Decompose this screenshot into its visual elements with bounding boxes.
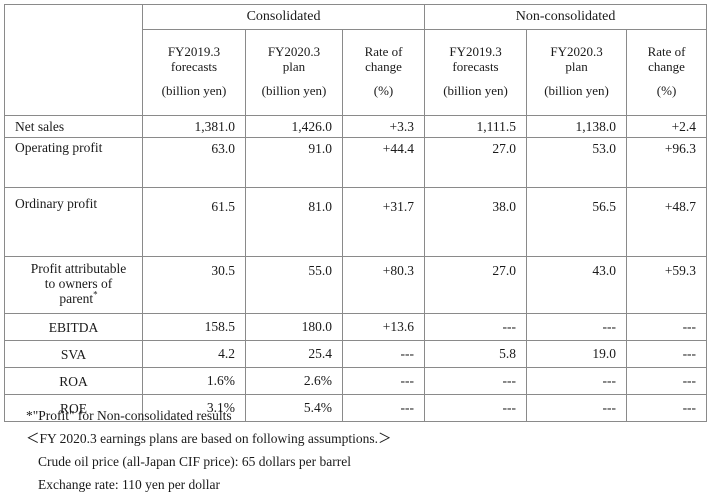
col-header-noncons-rate-of-change: Rate of change (%) (626, 29, 708, 116)
table-cell: +44.4 (341, 137, 426, 188)
table-row-ebitda: EBITDA 158.5 180.0 +13.6 --- --- --- (4, 313, 708, 341)
table-row-ordinary-profit: Ordinary profit 61.5 81.0 +31.7 38.0 56.… (4, 187, 708, 257)
table-cell: --- (424, 367, 528, 395)
row-label-ebitda: EBITDA (4, 313, 143, 341)
col-header-cons-rate-of-change: Rate of change (%) (341, 29, 426, 116)
table-cell: 1,381.0 (142, 115, 246, 138)
table-row-profit-attributable: Profit attributable to owners of parent* 3… (4, 256, 708, 314)
row-label-roe: ROE (4, 394, 143, 422)
table-cell: 38.0 (424, 187, 528, 257)
col-header-noncons-fy2020-plan: FY2020.3 plan (billion yen) (526, 29, 628, 116)
table-cell: --- (341, 394, 426, 422)
table-cell: 53.0 (526, 137, 628, 188)
corner-cell (4, 4, 143, 116)
col-header-cons-fy2020-plan: FY2020.3 plan (billion yen) (245, 29, 343, 116)
table-cell: 4.2 (142, 340, 246, 368)
table-cell: 27.0 (424, 137, 528, 188)
table-cell: 25.4 (245, 340, 343, 368)
table-cell: +2.4 (626, 115, 708, 138)
table-cell: 30.5 (142, 256, 246, 314)
table-cell: 27.0 (424, 256, 528, 314)
table-cell: 19.0 (526, 340, 628, 368)
col-header-noncons-fy2019-forecasts: FY2019.3 forecasts (billion yen) (424, 29, 528, 116)
table-cell: 81.0 (245, 187, 343, 257)
table-cell: --- (341, 340, 426, 368)
table-cell: +13.6 (341, 313, 426, 341)
table-cell: 63.0 (142, 137, 246, 188)
table-cell: 61.5 (142, 187, 246, 257)
table-row-sva: SVA 4.2 25.4 --- 5.8 19.0 --- (4, 340, 708, 368)
table-cell: 158.5 (142, 313, 246, 341)
table-cell: --- (526, 394, 628, 422)
table-cell: 2.6% (245, 367, 343, 395)
row-label-net-sales: Net sales (4, 115, 143, 138)
table-cell: 3.1% (142, 394, 246, 422)
table-cell: 1,138.0 (526, 115, 628, 138)
table-cell: 1.6% (142, 367, 246, 395)
table-cell: +80.3 (341, 256, 426, 314)
table-cell: --- (626, 394, 708, 422)
table-cell: 56.5 (526, 187, 628, 257)
financial-forecast-table: Consolidated Non-consolidated FY2019.3 fo… (4, 4, 708, 422)
table-cell: 91.0 (245, 137, 343, 188)
table-cell: 180.0 (245, 313, 343, 341)
table-row-operating-profit: Operating profit 63.0 91.0 +44.4 27.0 53… (4, 137, 708, 188)
table-cell: +3.3 (341, 115, 426, 138)
table-cell: 1,426.0 (245, 115, 343, 138)
table-row-net-sales: Net sales 1,381.0 1,426.0 +3.3 1,111.5 1… (4, 115, 708, 138)
table-cell: --- (424, 394, 528, 422)
assumptions-heading: ＜FY 2020.3 earnings plans are based on f… (26, 431, 392, 446)
group-header-non-consolidated: Non-consolidated (424, 4, 708, 30)
table-row-roe: ROE 3.1% 5.4% --- --- --- --- (4, 394, 708, 422)
assumption-exchange-rate: Exchange rate: 110 yen per dollar (38, 477, 221, 492)
table-cell: --- (526, 367, 628, 395)
table-cell: 5.8 (424, 340, 528, 368)
table-cell: --- (626, 313, 708, 341)
asterisk-mark: * (93, 289, 98, 300)
table-cell: +59.3 (626, 256, 708, 314)
table-cell: 55.0 (245, 256, 343, 314)
footnotes: *"Profit" for Non-consolidated results ＜… (14, 404, 391, 496)
table-cell: 1,111.5 (424, 115, 528, 138)
row-label-operating-profit: Operating profit (4, 137, 143, 188)
row-label-sva: SVA (4, 340, 143, 368)
table-cell: --- (626, 340, 708, 368)
col-header-cons-fy2019-forecasts: FY2019.3 forecasts (billion yen) (142, 29, 246, 116)
table-cell: +48.7 (626, 187, 708, 257)
table-cell: 43.0 (526, 256, 628, 314)
assumption-crude-oil: Crude oil price (all-Japan CIF price): 6… (38, 454, 352, 469)
group-header-consolidated: Consolidated (141, 4, 426, 30)
table-cell: +96.3 (626, 137, 708, 188)
table-cell: --- (341, 367, 426, 395)
table-cell: +31.7 (341, 187, 426, 257)
row-label-ordinary-profit: Ordinary profit (4, 187, 143, 257)
table-cell: --- (526, 313, 628, 341)
table-row-roa: ROA 1.6% 2.6% --- --- --- --- (4, 367, 708, 395)
table-cell: --- (424, 313, 528, 341)
table-cell: --- (626, 367, 708, 395)
footnote-asterisk: *"Profit" for Non-consolidated results (26, 408, 232, 423)
row-label-profit-attributable: Profit attributable to owners of parent* (4, 256, 143, 314)
row-label-roa: ROA (4, 367, 143, 395)
